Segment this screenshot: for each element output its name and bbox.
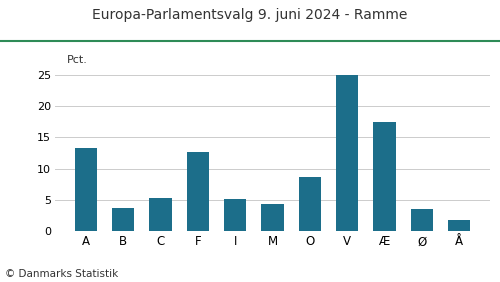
Bar	[150, 198, 172, 231]
Bar	[262, 204, 283, 231]
Bar	[373, 122, 396, 231]
Bar	[336, 74, 358, 231]
Text: © Danmarks Statistik: © Danmarks Statistik	[5, 269, 118, 279]
Text: Pct.: Pct.	[68, 55, 88, 65]
Bar	[112, 208, 134, 231]
Bar	[410, 209, 433, 231]
Bar	[186, 152, 209, 231]
Text: Europa-Parlamentsvalg 9. juni 2024 - Ramme: Europa-Parlamentsvalg 9. juni 2024 - Ram…	[92, 8, 407, 23]
Bar	[448, 220, 470, 231]
Bar	[298, 177, 321, 231]
Bar	[224, 199, 246, 231]
Bar	[75, 148, 97, 231]
